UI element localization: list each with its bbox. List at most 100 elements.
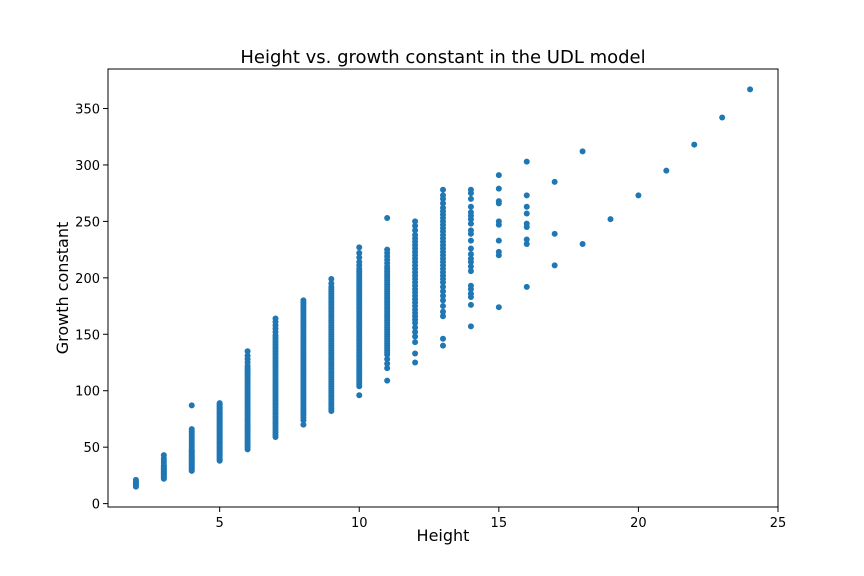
data-point [412, 222, 419, 229]
y-tick-label: 100 [75, 385, 100, 400]
data-points [132, 86, 754, 490]
data-point [412, 333, 419, 340]
data-point [747, 86, 754, 93]
data-point [495, 304, 502, 311]
data-point [244, 348, 251, 355]
data-point [523, 236, 530, 243]
data-point [412, 324, 419, 331]
data-point [467, 255, 474, 262]
data-point [440, 292, 446, 299]
data-point [495, 198, 502, 205]
data-point [384, 360, 391, 367]
data-point [495, 218, 502, 225]
data-point [467, 245, 474, 252]
data-point [272, 315, 279, 322]
data-point [495, 185, 502, 192]
data-point [495, 172, 502, 179]
data-point [551, 230, 558, 237]
data-point [440, 288, 446, 295]
data-point [356, 250, 363, 257]
data-point [440, 297, 446, 304]
data-point [440, 342, 446, 349]
y-axis-ticks: 0 50 100 150 200 250 300 350 [75, 103, 108, 513]
data-point [412, 227, 419, 234]
data-point [412, 359, 419, 366]
data-point [523, 240, 530, 247]
data-point [607, 216, 614, 223]
data-point [384, 215, 391, 222]
data-point [495, 237, 502, 244]
x-tick-label: 25 [770, 516, 787, 531]
data-point [467, 186, 474, 193]
x-axis-ticks: 5 10 15 20 25 [216, 507, 787, 531]
data-point [467, 301, 474, 308]
data-point [551, 178, 558, 185]
data-point [523, 220, 530, 227]
data-point [440, 186, 446, 193]
data-point [467, 220, 474, 227]
data-point [440, 204, 446, 211]
data-point [188, 426, 195, 433]
data-point [328, 275, 335, 282]
data-point [412, 350, 419, 357]
data-point [216, 400, 223, 407]
data-point [467, 251, 474, 258]
data-point [467, 263, 474, 270]
data-point [467, 195, 474, 202]
data-point [412, 231, 419, 238]
data-point [384, 377, 391, 384]
data-point [719, 114, 726, 121]
data-point [300, 297, 307, 304]
data-point [384, 246, 391, 253]
y-tick-label: 350 [75, 103, 100, 118]
data-point [188, 402, 195, 409]
data-point [244, 352, 251, 359]
data-point [440, 303, 446, 310]
data-point [523, 283, 530, 290]
chart-title: Height vs. growth constant in the UDL mo… [240, 47, 645, 68]
data-point [467, 237, 474, 244]
data-point [356, 244, 363, 251]
data-point [551, 262, 558, 269]
data-point [523, 192, 530, 199]
data-point [467, 209, 474, 216]
data-point [412, 329, 419, 336]
y-tick-label: 50 [83, 441, 100, 456]
y-tick-label: 200 [75, 272, 100, 287]
data-point [523, 158, 530, 165]
data-point [467, 282, 474, 289]
data-point [467, 323, 474, 330]
y-tick-label: 250 [75, 215, 100, 230]
data-point [440, 335, 446, 342]
data-point [356, 254, 363, 261]
data-point [579, 148, 586, 155]
data-point [467, 227, 474, 234]
data-point [132, 476, 139, 483]
y-axis-label: Growth constant [53, 222, 72, 355]
data-point [160, 452, 167, 459]
data-point [440, 313, 446, 320]
data-point [356, 259, 363, 266]
data-point [440, 308, 446, 315]
data-point [328, 280, 335, 287]
data-point [440, 192, 446, 199]
data-point [495, 248, 502, 255]
data-point [635, 192, 642, 199]
plot-frame [107, 68, 779, 508]
x-axis-label: Height [417, 526, 470, 545]
data-point [467, 268, 474, 275]
y-tick-label: 300 [75, 159, 100, 174]
data-point [467, 290, 474, 297]
x-tick-label: 10 [351, 516, 368, 531]
y-tick-label: 150 [75, 328, 100, 343]
x-tick-label: 5 [216, 516, 224, 531]
data-point [412, 339, 419, 346]
x-tick-label: 20 [630, 516, 647, 531]
data-point [579, 240, 586, 247]
data-point [691, 141, 698, 148]
data-point [300, 421, 307, 428]
data-point [384, 356, 391, 363]
data-point [384, 365, 391, 372]
